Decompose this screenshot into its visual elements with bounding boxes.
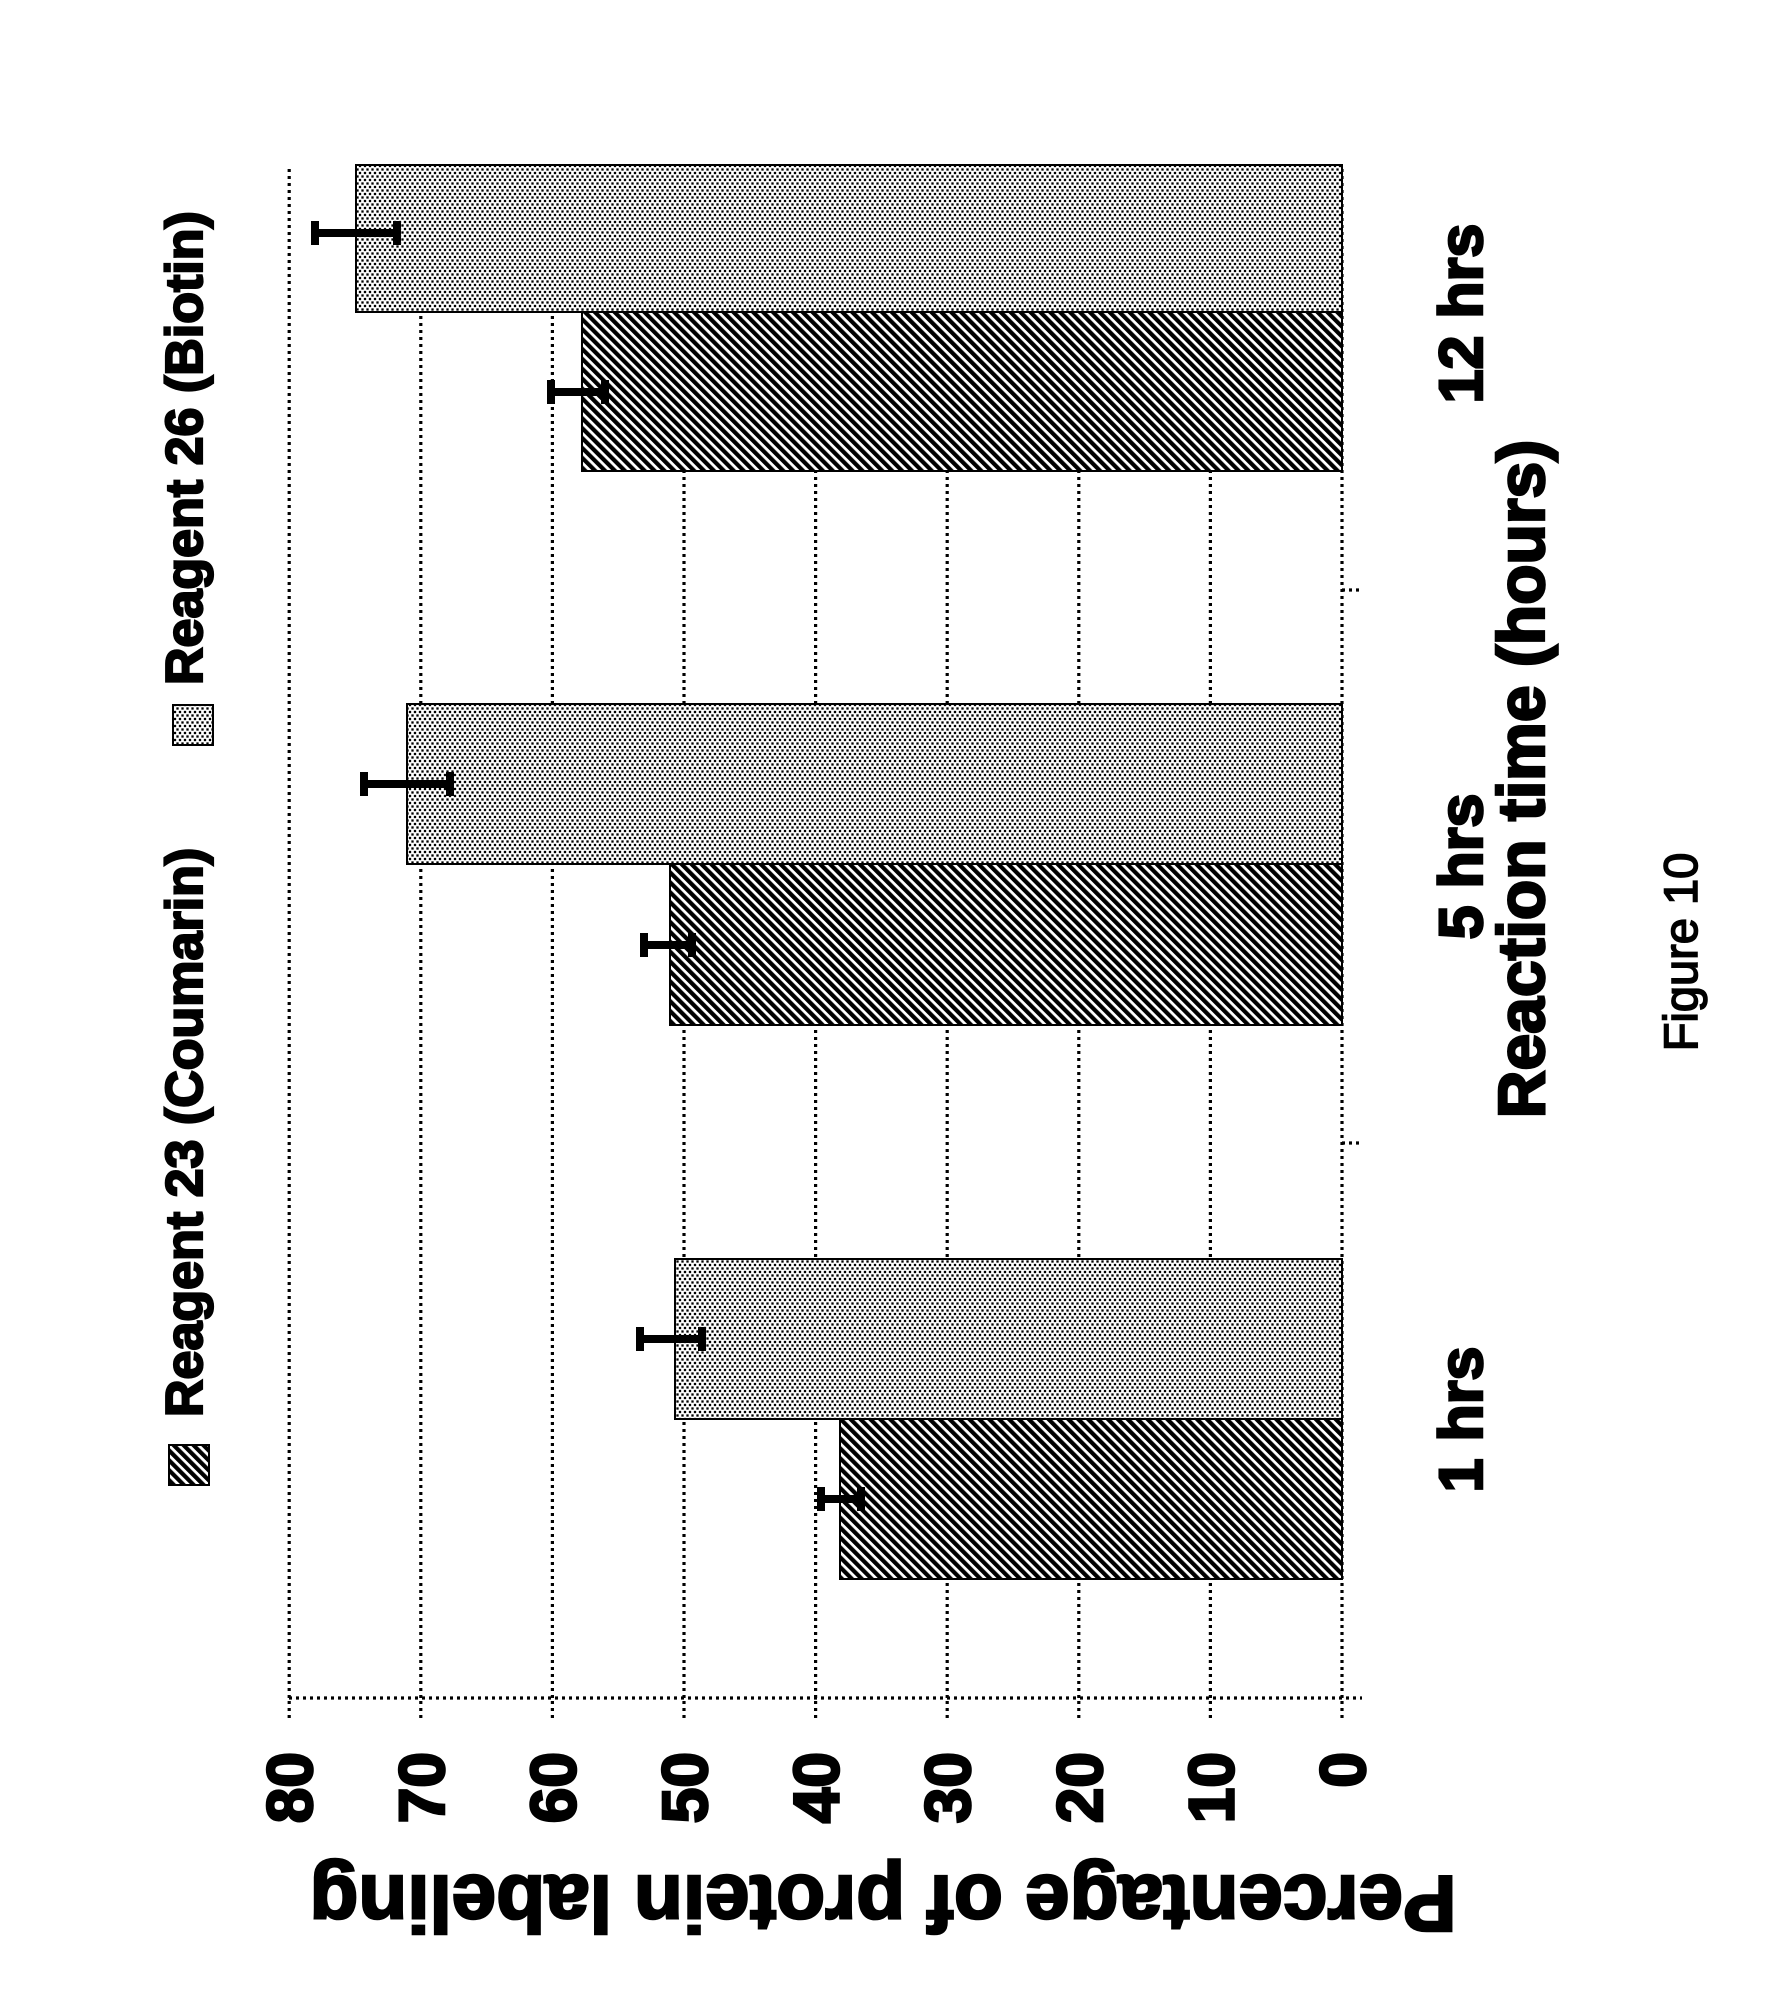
svg-text:30: 30 <box>912 1752 984 1823</box>
svg-text:12 hrs: 12 hrs <box>1427 224 1495 404</box>
svg-text:Reaction time (hours): Reaction time (hours) <box>1484 440 1558 1118</box>
svg-text:Reagent 23 (Coumarin): Reagent 23 (Coumarin) <box>156 848 214 1417</box>
svg-text:10: 10 <box>1175 1752 1247 1823</box>
svg-text:60: 60 <box>517 1752 589 1823</box>
svg-text:70: 70 <box>386 1752 458 1823</box>
svg-text:20: 20 <box>1044 1752 1116 1823</box>
svg-text:Percentage of protein labeling: Percentage of protein labeling <box>310 1859 1457 1948</box>
svg-text:1 hrs: 1 hrs <box>1427 1347 1495 1493</box>
svg-text:0: 0 <box>1307 1752 1379 1788</box>
svg-text:50: 50 <box>649 1752 721 1823</box>
svg-text:Figure 10: Figure 10 <box>1654 853 1707 1052</box>
svg-text:80: 80 <box>254 1752 326 1823</box>
svg-text:40: 40 <box>781 1752 853 1823</box>
svg-text:Reagent 26 (Biotin): Reagent 26 (Biotin) <box>156 211 214 685</box>
svg-text:5 hrs: 5 hrs <box>1427 794 1495 940</box>
